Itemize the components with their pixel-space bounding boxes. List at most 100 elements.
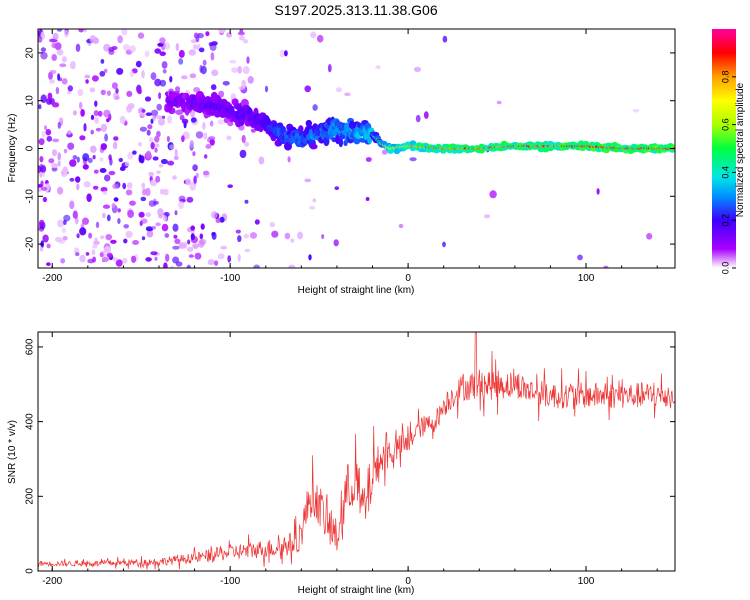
spectral-blob: [181, 135, 185, 143]
spectral-blob: [312, 104, 318, 111]
spectral-blob: [103, 109, 111, 118]
spectral-blob: [207, 259, 215, 266]
x-tick-label: 100: [578, 273, 595, 284]
ridge-blob: [263, 117, 271, 126]
spectral-blob: [210, 52, 215, 61]
spectral-blob: [46, 243, 51, 249]
snr-y-label: SNR (10 * v/v): [7, 420, 18, 484]
spectral-blob: [149, 179, 158, 187]
spectral-blob: [334, 186, 340, 191]
spectral-blob: [79, 135, 86, 141]
spectral-blob: [151, 225, 156, 230]
spectral-blob: [209, 138, 215, 146]
spectral-blob: [100, 235, 105, 240]
spectral-blob: [154, 147, 158, 153]
spectral-blob: [61, 56, 67, 63]
spectral-blob: [249, 232, 258, 239]
spectral-blob: [55, 86, 60, 95]
spectral-blob: [172, 245, 180, 250]
spectral-blob: [241, 79, 247, 89]
spectral-blob: [229, 59, 237, 64]
spectral-blob: [51, 42, 57, 49]
spectral-blob: [112, 183, 119, 190]
spectral-blob: [38, 219, 45, 227]
ridge-blob: [227, 121, 234, 127]
spectral-blob: [164, 233, 170, 238]
spectral-blob: [52, 32, 59, 41]
spectral-blob: [41, 130, 46, 138]
spectral-blob: [67, 142, 75, 150]
spectral-blob: [288, 264, 296, 268]
spectral-blob: [122, 257, 128, 264]
spectral-blob: [365, 157, 372, 162]
spectral-blob: [93, 240, 100, 245]
spectral-blob: [195, 172, 199, 179]
spectral-blob: [132, 240, 140, 245]
spectral-blob: [150, 251, 158, 256]
spectral-blob: [157, 208, 164, 217]
spectral-blob: [83, 123, 87, 132]
spectral-blob: [174, 238, 181, 244]
spectral-blob: [89, 35, 97, 44]
spectral-blob: [112, 92, 120, 100]
spectral-blob: [211, 211, 218, 219]
spectral-blob: [178, 200, 184, 210]
spectral-blob: [187, 246, 194, 252]
spectral-blob: [92, 244, 98, 249]
spectral-blob: [162, 69, 167, 74]
spectral-blob: [104, 133, 108, 142]
spectral-blob: [162, 215, 168, 222]
spectral-blob: [199, 233, 204, 240]
spectral-blob: [59, 63, 67, 68]
spectral-blob: [210, 120, 214, 127]
colorbar: 0.0 0.2 0.4 0.6 0.8 Normalized spectral ampl…: [712, 29, 746, 274]
spectral-blob: [39, 156, 44, 163]
spectral-blob: [179, 114, 185, 121]
spectral-blob: [187, 239, 191, 245]
spectral-blob: [144, 96, 152, 102]
spectral-blob: [210, 84, 217, 91]
spectral-blob: [117, 35, 123, 44]
spectral-blob: [51, 149, 58, 157]
spectral-blob: [129, 200, 136, 206]
spectral-blob: [145, 212, 152, 218]
colorbar-tick-label: 0.0: [720, 262, 730, 275]
spectral-blob: [60, 168, 68, 178]
spectral-blob: [62, 236, 68, 241]
spectral-blob: [154, 256, 158, 261]
spectral-blob: [141, 182, 146, 189]
spectral-blob: [122, 182, 127, 190]
spectral-blob: [146, 129, 151, 136]
spectral-blob: [290, 238, 295, 243]
spectral-blob: [49, 69, 57, 74]
spectral-blob: [126, 182, 133, 189]
spectral-blob: [46, 262, 51, 266]
spectral-blob: [165, 253, 170, 262]
spectral-blob: [69, 159, 77, 167]
spectral-blob: [127, 103, 135, 109]
spectral-blob: [442, 35, 448, 43]
spectral-blob: [40, 47, 47, 53]
spectral-blob: [84, 74, 91, 79]
spectral-blob: [222, 81, 230, 86]
spectral-blob: [193, 175, 197, 184]
spectral-blob: [632, 108, 640, 113]
spectral-blob: [38, 138, 45, 146]
ridge-blob: [305, 119, 312, 127]
spectral-blob: [40, 51, 48, 60]
spectral-blob: [603, 265, 609, 268]
spectral-blob: [57, 160, 61, 167]
colorbar-gradient: [712, 29, 736, 268]
spectral-blob: [94, 237, 98, 243]
spectral-blob: [61, 78, 68, 85]
spectral-blob: [150, 118, 154, 124]
ridge-blob: [276, 122, 284, 128]
spectral-blob: [139, 220, 143, 226]
spectral-blob: [106, 214, 111, 222]
spectral-blob: [190, 225, 195, 231]
spectral-blob: [94, 116, 99, 125]
spectrogram-y-ticks: -20 -10 0 10 20: [25, 47, 675, 251]
spectral-blob: [297, 231, 304, 240]
spectral-blob: [51, 163, 59, 168]
spectral-blob: [158, 164, 164, 168]
